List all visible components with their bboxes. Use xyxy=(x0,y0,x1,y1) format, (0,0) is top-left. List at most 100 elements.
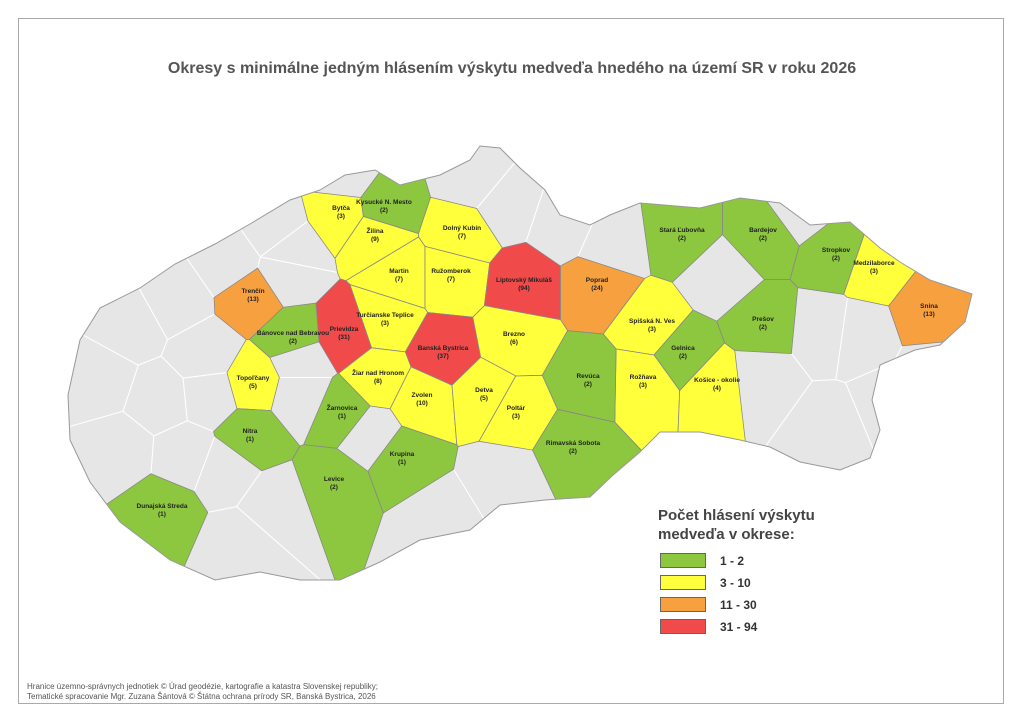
district-name: Gelnica xyxy=(671,345,695,352)
district-no-report xyxy=(893,336,972,523)
district xyxy=(478,374,558,451)
district-count: (2) xyxy=(569,448,577,455)
district-name: Prievidza xyxy=(330,326,359,333)
district-name: Revúca xyxy=(576,373,600,380)
district-count: (24) xyxy=(591,285,603,292)
legend-label: 11 - 30 xyxy=(720,597,757,612)
legend-swatch xyxy=(660,575,706,590)
district-name: Rožňava xyxy=(630,374,657,381)
district-count: (2) xyxy=(584,381,592,388)
legend-label: 31 - 94 xyxy=(720,619,758,634)
legend-item: 31 - 94 xyxy=(660,619,757,634)
district-no-report xyxy=(844,361,972,580)
district-count: (3) xyxy=(512,413,520,420)
district-name: Bardejov xyxy=(749,227,777,234)
district-name: Krupina xyxy=(390,451,415,458)
district-name: Spišská N. Ves xyxy=(629,318,675,325)
district xyxy=(213,408,301,472)
district-name: Žiar nad Hronom xyxy=(352,368,404,377)
legend-item: 1 - 2 xyxy=(660,553,744,568)
district-name: Bánovce nad Bebravou xyxy=(257,330,329,337)
district-count: (6) xyxy=(510,339,518,346)
district-name: Nitra xyxy=(243,428,258,435)
district-count: (10) xyxy=(416,400,428,407)
district-count: (5) xyxy=(249,383,257,390)
legend-label: 3 - 10 xyxy=(720,575,751,590)
legend-swatch xyxy=(660,553,706,568)
district xyxy=(68,473,209,580)
district-name: Medzilaborce xyxy=(853,260,895,267)
district-count: (13) xyxy=(923,311,935,318)
district-name: Kysucké N. Mesto xyxy=(356,199,412,206)
district-count: (94) xyxy=(518,285,530,292)
district-count: (3) xyxy=(381,320,389,327)
legend-item: 3 - 10 xyxy=(660,575,751,590)
district-name: Žilina xyxy=(367,226,384,235)
district-count: (3) xyxy=(648,326,656,333)
legend-item: 11 - 30 xyxy=(660,597,757,612)
district-count: (31) xyxy=(338,334,350,341)
footer-line: Hranice územno-správnych jednotiek © Úra… xyxy=(27,682,378,691)
footer: Hranice územno-správnych jednotiek © Úra… xyxy=(27,682,378,702)
district-name: Topoľčany xyxy=(237,375,270,382)
frame xyxy=(18,18,1004,704)
district-name: Stropkov xyxy=(822,247,851,254)
district-count: (4) xyxy=(713,385,721,392)
district-count: (2) xyxy=(679,353,687,360)
district-count: (2) xyxy=(289,338,297,345)
district-count: (2) xyxy=(380,207,388,214)
district xyxy=(291,444,384,580)
district-name: Bytča xyxy=(332,205,350,212)
country-outline xyxy=(67,145,973,581)
district xyxy=(716,279,799,355)
district-name: Snina xyxy=(920,303,938,310)
district-count: (3) xyxy=(870,268,878,275)
district-name: Žarnovica xyxy=(327,403,358,412)
legend-label: 1 - 2 xyxy=(720,553,745,568)
district-no-report xyxy=(577,146,652,279)
district-count: (9) xyxy=(371,236,379,243)
district-count: (2) xyxy=(330,484,338,491)
district-count: (1) xyxy=(246,436,254,443)
district-count: (8) xyxy=(374,378,382,385)
district-name: Detva xyxy=(475,387,493,394)
district-count: (7) xyxy=(395,276,403,283)
district-name: Turčianske Teplice xyxy=(356,312,414,319)
district-name: Prešov xyxy=(752,316,774,323)
district-name: Trenčín xyxy=(241,288,264,295)
district xyxy=(888,162,972,347)
district-name: Liptovský Mikuláš xyxy=(496,277,552,284)
footer-line: Tematické spracovanie Mgr. Zuzana Šántov… xyxy=(27,692,376,701)
district-name: Martin xyxy=(389,268,409,275)
district xyxy=(226,339,280,412)
district-name: Brezno xyxy=(503,331,525,338)
district-name: Rimavská Sobota xyxy=(546,440,601,447)
district-name: Dolný Kubín xyxy=(443,225,481,232)
district-name: Poltár xyxy=(507,405,526,412)
legend-swatch xyxy=(660,619,706,634)
district-count: (5) xyxy=(480,395,488,402)
district-count: (13) xyxy=(247,296,259,303)
district xyxy=(532,408,714,580)
legend-swatch xyxy=(660,597,706,612)
district-count: (2) xyxy=(759,235,767,242)
district-count: (1) xyxy=(398,459,406,466)
district-name: Poprad xyxy=(586,277,608,284)
district-count: (2) xyxy=(832,255,840,262)
district-count: (2) xyxy=(678,235,686,242)
district-count: (3) xyxy=(639,382,647,389)
district-count: (37) xyxy=(437,353,449,360)
district-no-report xyxy=(68,146,169,366)
district-count: (7) xyxy=(447,276,455,283)
district-no-report xyxy=(168,506,344,580)
district-name: Košice - okolie xyxy=(694,377,740,384)
district-name: Ružomberok xyxy=(431,268,471,275)
map-title: Okresy s minimálne jedným hlásením výsky… xyxy=(167,60,857,77)
district-name: Levice xyxy=(324,476,345,483)
legend-title: Počet hlásení výskytu medveďa v okrese: xyxy=(658,507,815,543)
district-name: Dunajská Streda xyxy=(137,503,188,510)
district-count: (7) xyxy=(458,233,466,240)
district-count: (3) xyxy=(337,213,345,220)
